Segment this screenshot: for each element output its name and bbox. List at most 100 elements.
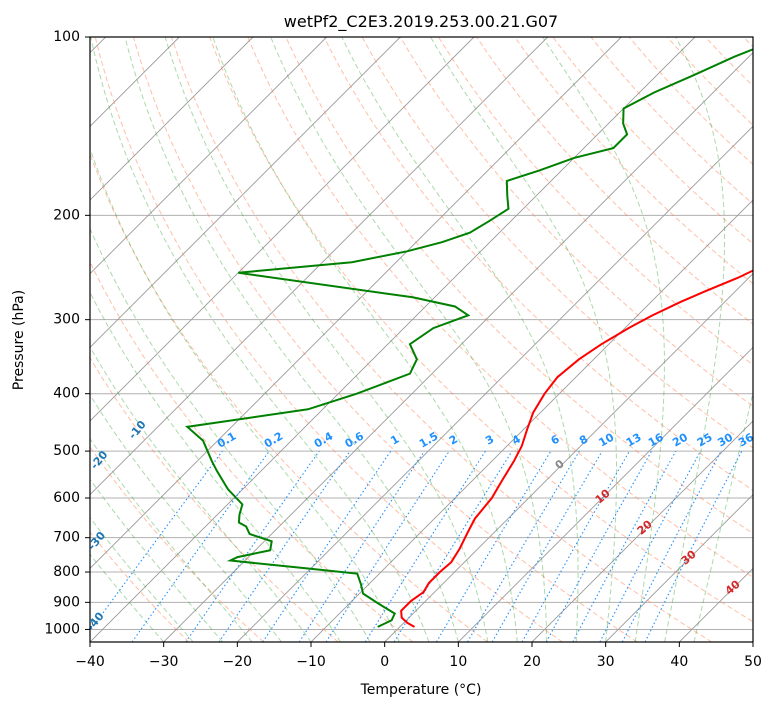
x-tick-label: −40 bbox=[75, 654, 105, 670]
moist-adiabat-line bbox=[90, 291, 341, 642]
isotherm-line bbox=[384, 273, 753, 642]
isotherm-line bbox=[679, 567, 753, 642]
x-tick-label: −30 bbox=[149, 654, 179, 670]
y-tick-label: 200 bbox=[53, 207, 80, 223]
x-tick-label: 30 bbox=[597, 654, 615, 670]
moist-adiabat-line bbox=[90, 478, 223, 642]
moist-adiabat-line bbox=[90, 37, 430, 642]
mixing-ratio-line bbox=[218, 450, 351, 642]
y-tick-label: 400 bbox=[53, 386, 80, 402]
moist-adiabat-line bbox=[542, 37, 665, 642]
mixing-ratio-line bbox=[298, 450, 425, 642]
dry-adiabat-label: -10 bbox=[126, 418, 149, 442]
moist-adiabat-label: 10 bbox=[593, 486, 613, 506]
axes: −40 −30 −20 −10 0 10 20 30 40 5010020030040050060… bbox=[44, 29, 762, 670]
dry-adiabat-line bbox=[209, 37, 753, 623]
isotherm-line bbox=[310, 199, 753, 642]
isotherm-line bbox=[90, 37, 254, 201]
moist-adiabat-line bbox=[693, 390, 753, 642]
isotherm-line bbox=[605, 494, 753, 642]
dewpoint-profile-line bbox=[185, 48, 753, 628]
y-axis-label: Pressure (hPa) bbox=[11, 290, 27, 390]
mixing-ratio-line bbox=[572, 450, 677, 642]
moist-adiabat-label: 0 bbox=[553, 457, 567, 472]
isotherm-line bbox=[90, 37, 696, 642]
mixing-ratio-label: 6 bbox=[549, 432, 562, 447]
y-tick-label: 1000 bbox=[44, 621, 80, 637]
moist-adiabat-line bbox=[212, 37, 518, 642]
dry-adiabat-label: -20 bbox=[88, 448, 111, 472]
dry-adiabat-line bbox=[90, 446, 264, 642]
y-tick-label: 300 bbox=[53, 312, 80, 328]
dry-adiabat-line bbox=[476, 37, 753, 325]
moist-adiabat-line bbox=[90, 345, 312, 642]
plot-overlay: -40-30-20-10 0.1 0.2 0.4 0.6 1 1.5 2 3 4 6 8 10 13 16 2… bbox=[84, 418, 756, 633]
mixing-ratio-label: 1.5 bbox=[417, 430, 440, 451]
moist-adiabat-line bbox=[90, 147, 400, 642]
dry-adiabat-line bbox=[285, 37, 753, 535]
mixing-ratio-line bbox=[325, 450, 450, 642]
isotherm-line bbox=[90, 37, 622, 569]
y-tick-label: 700 bbox=[53, 530, 80, 546]
dry-adiabat-line bbox=[590, 37, 753, 205]
dry-adiabat-line bbox=[94, 37, 563, 642]
y-tick-label: 100 bbox=[53, 29, 80, 45]
y-tick-label: 600 bbox=[53, 490, 80, 506]
moist-adiabat-line bbox=[341, 37, 579, 642]
dry-adiabat-line bbox=[704, 37, 753, 87]
mixing-ratio-label: 3 bbox=[483, 433, 496, 448]
dry-adiabat-line bbox=[438, 37, 753, 366]
dry-adiabat-line bbox=[361, 37, 753, 449]
mixing-ratio-line bbox=[545, 450, 653, 642]
mixing-ratio-line bbox=[435, 450, 552, 642]
mixing-ratio-line bbox=[491, 450, 603, 642]
mixing-ratio-line bbox=[393, 450, 513, 642]
dry-adiabat-line bbox=[247, 37, 753, 578]
isotherm-line bbox=[163, 52, 753, 642]
mixing-ratio-line bbox=[131, 450, 270, 642]
mixing-ratio-line bbox=[90, 450, 223, 632]
y-tick-label: 900 bbox=[53, 594, 80, 610]
mixing-ratio-label: 0.6 bbox=[343, 429, 367, 450]
moist-adiabat-line bbox=[90, 227, 371, 642]
moist-adiabat-line bbox=[124, 37, 459, 642]
x-tick-label: 20 bbox=[523, 654, 541, 670]
dry-adiabat-line bbox=[90, 356, 339, 642]
dry-adiabat-line bbox=[132, 37, 638, 642]
moist-adiabat-line bbox=[270, 37, 548, 642]
moist-adiabat-label: 20 bbox=[635, 517, 655, 537]
mixing-ratio-label: 16 bbox=[646, 430, 666, 449]
isotherm-line bbox=[752, 641, 753, 642]
dry-adiabat-line bbox=[90, 152, 488, 642]
mixing-ratio-label: 0.1 bbox=[215, 430, 238, 451]
dry-adiabat-line bbox=[399, 37, 753, 407]
mixing-ratio-line bbox=[364, 450, 486, 642]
mixing-ratio-line bbox=[185, 450, 320, 642]
dry-adiabat-line bbox=[743, 37, 753, 48]
plot-area bbox=[90, 37, 753, 642]
moist-adiabat-line bbox=[90, 394, 282, 642]
moist-adiabat-label: 40 bbox=[723, 577, 743, 597]
x-tick-label: −10 bbox=[296, 654, 326, 670]
x-axis-label: Temperature (°C) bbox=[360, 682, 482, 698]
mixing-ratio-label: 0.4 bbox=[312, 429, 336, 450]
isotherm-line bbox=[531, 420, 753, 642]
isotherm-line bbox=[458, 346, 753, 642]
temperature-profile-line bbox=[400, 269, 753, 628]
isotherm-line bbox=[237, 125, 753, 642]
mixing-ratio-label: 25 bbox=[695, 431, 715, 450]
x-tick-label: 10 bbox=[449, 654, 467, 670]
dry-adiabat-line bbox=[323, 37, 753, 491]
dry-adiabat-line bbox=[90, 531, 190, 642]
dry-adiabat-line bbox=[552, 37, 753, 245]
mixing-ratio-label: 13 bbox=[624, 431, 644, 450]
y-tick-label: 500 bbox=[53, 443, 80, 459]
isotherm-line bbox=[90, 37, 548, 496]
mixing-ratio-line bbox=[467, 450, 580, 642]
moist-adiabat-line bbox=[164, 37, 489, 642]
moist-adiabat-line bbox=[90, 516, 194, 642]
moist-adiabat-line bbox=[664, 37, 726, 642]
x-tick-label: 40 bbox=[670, 654, 688, 670]
